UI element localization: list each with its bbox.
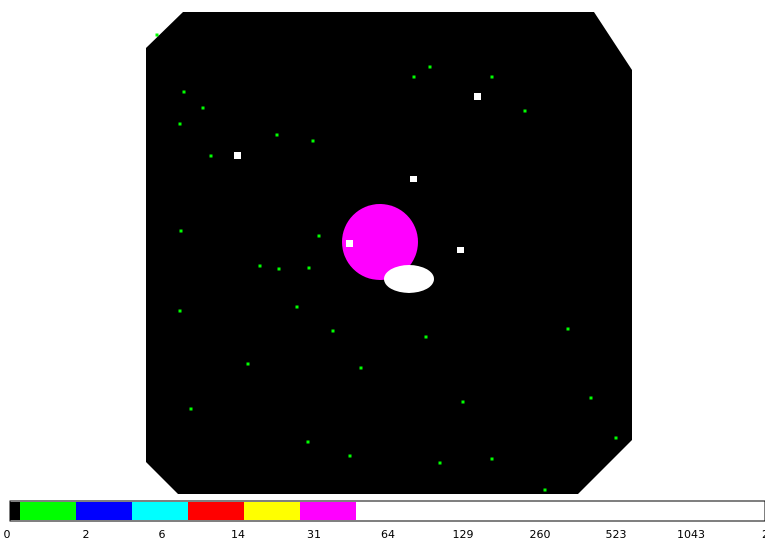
green-pixel: [524, 110, 527, 113]
viewer: 026143164129260523104320: [0, 0, 765, 544]
white-pixel: [346, 240, 353, 247]
green-pixel: [259, 265, 262, 268]
green-pixel: [179, 310, 182, 313]
green-pixel: [202, 107, 205, 110]
colorbar-label: 2: [83, 528, 90, 541]
green-pixel: [462, 401, 465, 404]
colorbar-label: 14: [231, 528, 245, 541]
green-pixel: [615, 437, 618, 440]
green-pixel: [332, 330, 335, 333]
colorbar: [10, 501, 765, 521]
green-pixel: [278, 268, 281, 271]
green-pixel: [425, 336, 428, 339]
green-pixel: [590, 397, 593, 400]
green-pixel: [190, 408, 193, 411]
green-pixel: [567, 328, 570, 331]
green-pixel: [156, 34, 159, 37]
green-pixel: [308, 267, 311, 270]
green-pixel: [349, 455, 352, 458]
colorbar-segment: [244, 502, 300, 520]
image-frame: [146, 12, 632, 494]
green-pixel: [318, 235, 321, 238]
green-pixel: [210, 155, 213, 158]
colorbar-label: 31: [307, 528, 321, 541]
green-pixel: [276, 134, 279, 137]
green-pixel: [544, 489, 547, 492]
white-pixel: [457, 247, 464, 253]
colorbar-label: 1043: [677, 528, 705, 541]
green-pixel: [413, 76, 416, 79]
white-pixel: [410, 176, 417, 182]
colorbar-segment: [300, 502, 356, 520]
white-region: [384, 265, 434, 293]
colorbar-label: 64: [381, 528, 395, 541]
colorbar-segment: [20, 502, 76, 520]
colorbar-segment: [188, 502, 244, 520]
green-pixel: [491, 458, 494, 461]
colorbar-label: 6: [159, 528, 166, 541]
colorbar-labels: 026143164129260523104320: [4, 528, 765, 541]
colorbar-label: 129: [453, 528, 474, 541]
green-pixel: [247, 363, 250, 366]
colorbar-label: 260: [530, 528, 551, 541]
green-pixel: [429, 66, 432, 69]
colorbar-label: 0: [4, 528, 11, 541]
green-pixel: [439, 462, 442, 465]
colorbar-label: 523: [606, 528, 627, 541]
green-pixel: [360, 367, 363, 370]
green-pixel: [307, 441, 310, 444]
green-pixel: [296, 306, 299, 309]
green-pixel: [179, 123, 182, 126]
colorbar-segment: [76, 502, 132, 520]
green-pixel: [180, 230, 183, 233]
white-pixel: [474, 93, 481, 100]
green-pixel: [491, 76, 494, 79]
colorbar-segment: [10, 502, 20, 520]
green-pixel: [312, 140, 315, 143]
colorbar-segment: [132, 502, 188, 520]
white-pixel: [234, 152, 241, 159]
green-pixel: [183, 91, 186, 94]
